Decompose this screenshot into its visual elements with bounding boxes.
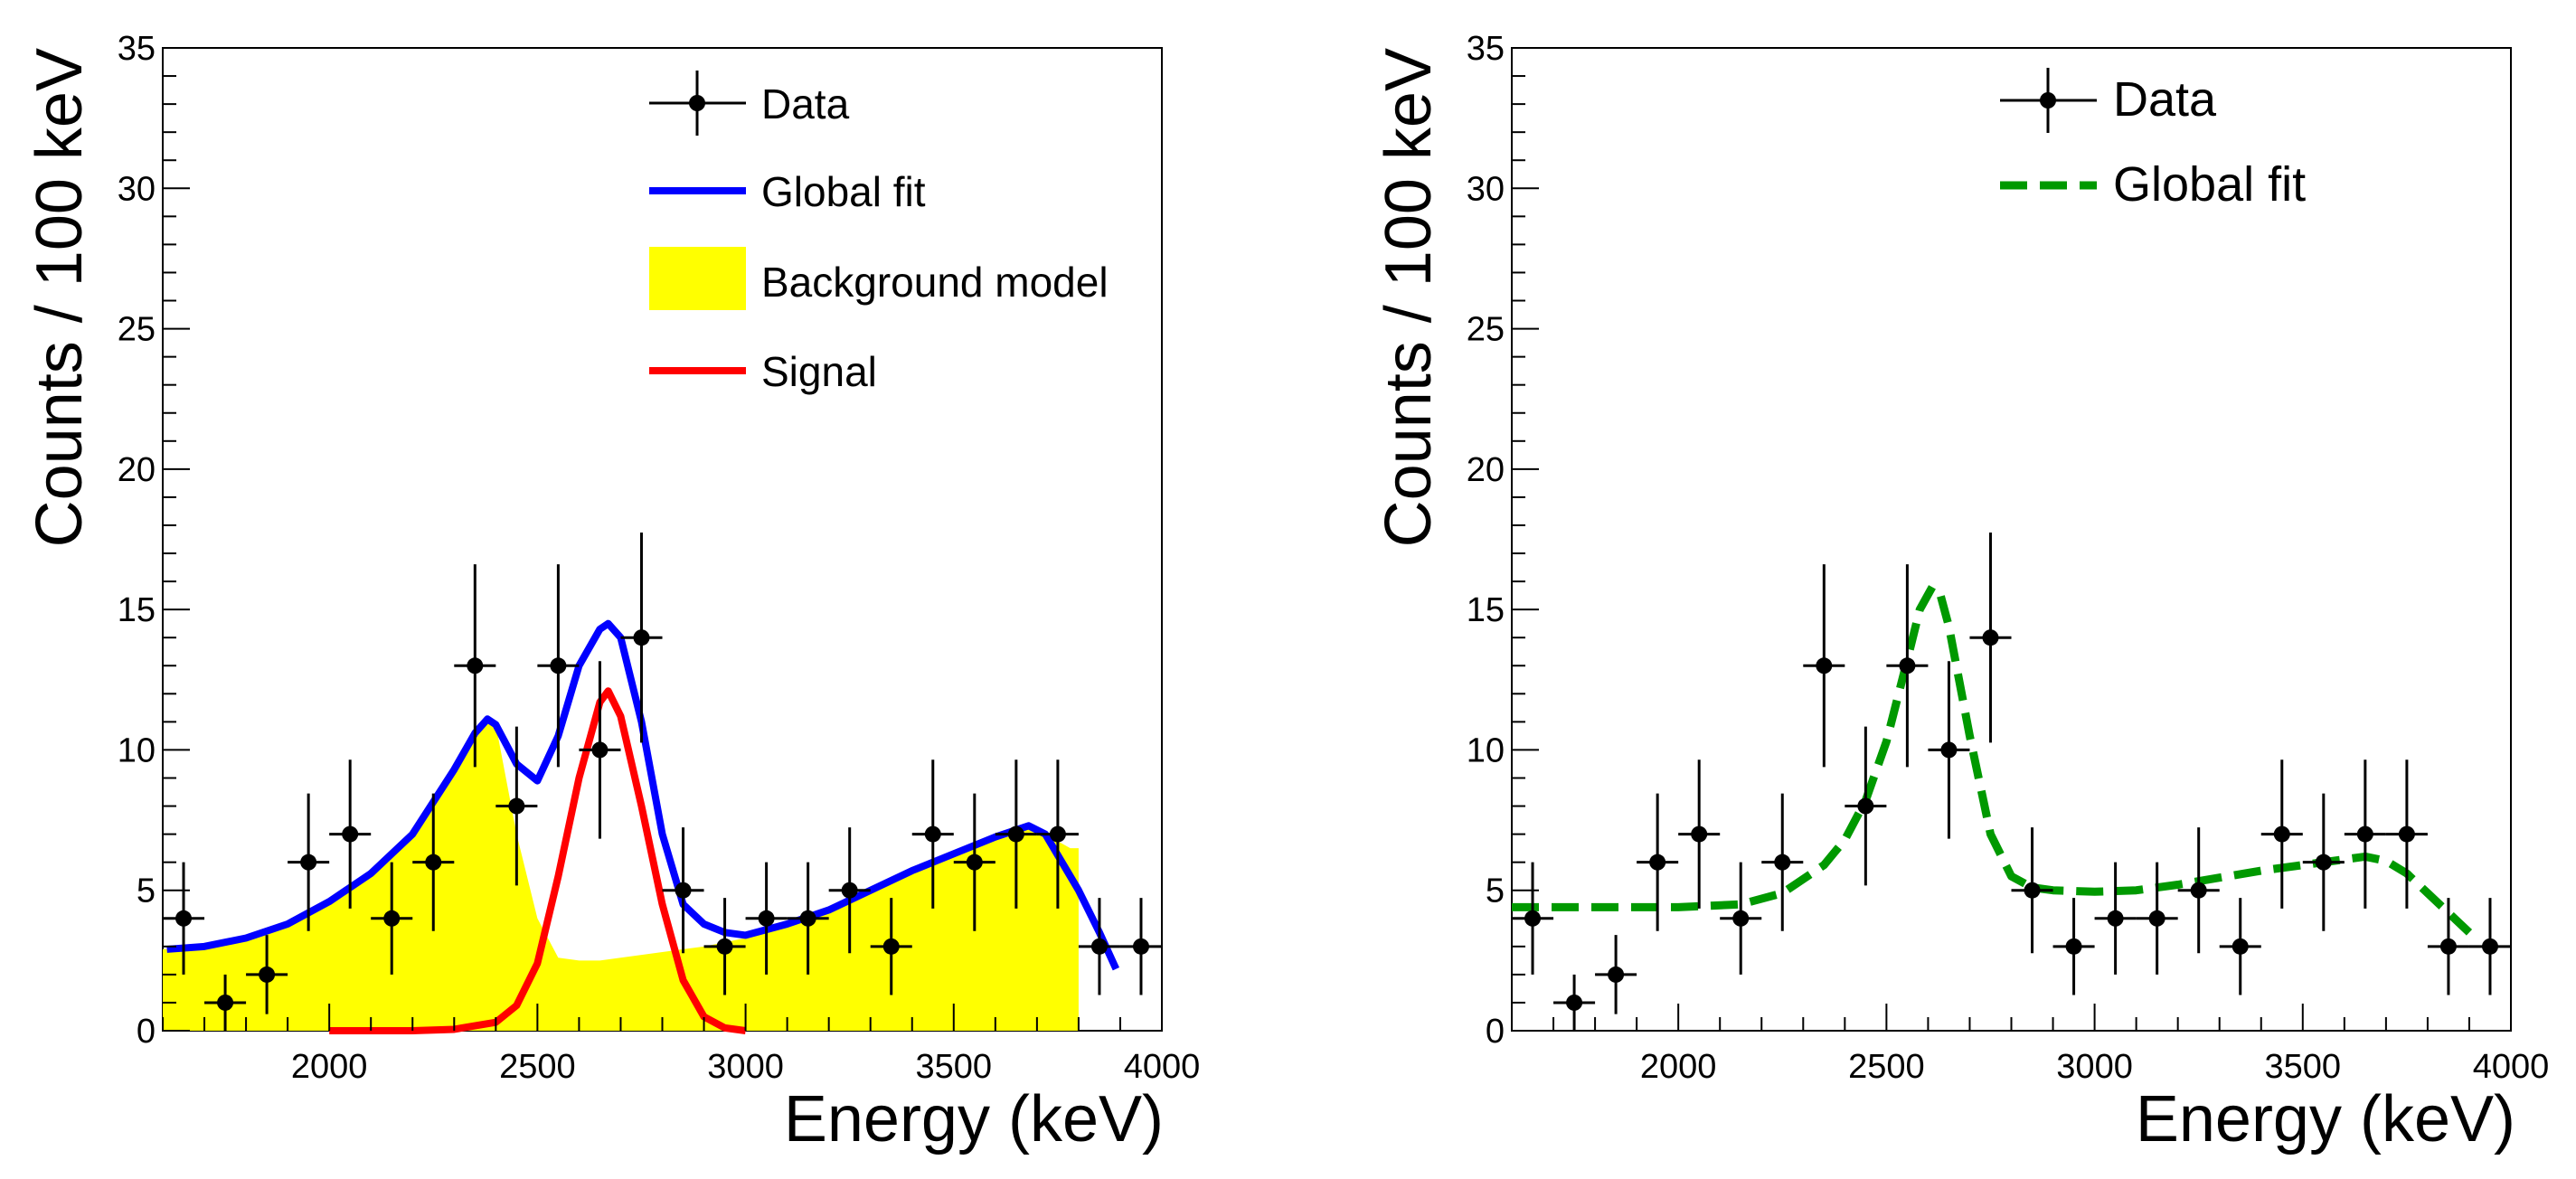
data-point: [2177, 827, 2220, 954]
data-point: [911, 759, 954, 909]
data-point: [412, 793, 455, 931]
data-point: [2427, 898, 2469, 995]
x-tick-label: 2500: [499, 1048, 576, 1086]
right-chart: 2000 2500 3000 3500 4000 0 5 10 15 20 25 30 35 Energ…: [1373, 30, 2549, 1155]
y-tick-label: 15: [118, 591, 156, 629]
data-point: [1119, 898, 1162, 995]
data-point: [495, 726, 538, 886]
data-point: [1595, 935, 1637, 1014]
legend-label-global-fit: Global fit: [761, 168, 926, 215]
legend-entry-data: Data: [649, 71, 850, 136]
left-chart: 2000 2500 3000 3500 4000 0 5 10 15 20 25 30 35 Energ…: [24, 30, 1200, 1155]
data-point: [620, 533, 663, 743]
data-point: [1969, 533, 2012, 743]
data-point: [579, 661, 621, 839]
data-point: [953, 793, 995, 931]
data-point: [288, 793, 330, 931]
x-tick-label: 3000: [707, 1048, 784, 1086]
data-point: [1761, 793, 1804, 931]
data-point: [1678, 759, 1721, 909]
data-point: [1845, 726, 1887, 886]
y-tick-label: 35: [118, 30, 156, 68]
data-point: [787, 862, 829, 975]
data-point: [2136, 862, 2178, 975]
data-point: [870, 898, 912, 995]
x-tick-label: 2000: [1640, 1048, 1717, 1086]
y-tick-label: 15: [1467, 591, 1505, 629]
data-point: [703, 898, 746, 995]
data-point: [828, 827, 871, 954]
data-point: [2052, 898, 2095, 995]
global-fit-curve: [1512, 582, 2473, 936]
legend-entry-data: Data: [2000, 68, 2217, 133]
x-tick-label: 2000: [291, 1048, 368, 1086]
legend-label-signal: Signal: [761, 348, 877, 395]
legend-entry-global-fit: Global fit: [649, 168, 926, 215]
y-tick-label: 35: [1467, 30, 1505, 68]
y-tick-label: 10: [1467, 731, 1505, 769]
data-point: [662, 827, 704, 954]
data-point: [995, 759, 1037, 909]
data-point: [2302, 793, 2345, 931]
legend-label-background-model: Background model: [761, 259, 1109, 306]
left-y-axis-label: Counts / 100 keV: [24, 48, 96, 547]
background-model-area: [163, 719, 1079, 1031]
data-point: [204, 974, 247, 1031]
legend-entry-global-fit: Global fit: [2000, 157, 2306, 212]
y-tick-label: 20: [118, 451, 156, 489]
data-point: [1928, 661, 1970, 839]
legend-label-data: Data: [761, 80, 850, 127]
y-tick-label: 25: [118, 311, 156, 349]
right-plot-frame: [1511, 47, 2512, 1032]
data-point: [1720, 862, 1762, 975]
left-legend: Data Global fit Background model Signal: [649, 71, 1109, 395]
data-point: [1637, 793, 1679, 931]
data-point: [1886, 564, 1929, 768]
data-point: [246, 935, 288, 1014]
y-tick-label: 0: [1486, 1013, 1505, 1051]
y-tick-label: 10: [118, 731, 156, 769]
data-point: [745, 862, 788, 975]
data-point: [2094, 862, 2137, 975]
data-point: [2385, 759, 2428, 909]
x-tick-label: 3500: [916, 1048, 993, 1086]
data-point: [2260, 759, 2303, 909]
legend-entry-background-model: Background model: [649, 247, 1109, 310]
y-tick-label: 0: [137, 1013, 156, 1051]
x-tick-label: 3000: [2056, 1048, 2133, 1086]
data-point: [2219, 898, 2261, 995]
data-point: [329, 759, 372, 909]
legend-label-data: Data: [2113, 72, 2217, 127]
data-point: [1553, 974, 1596, 1031]
data-point: [2344, 759, 2386, 909]
right-y-axis-label: Counts / 100 keV: [1373, 48, 1445, 547]
data-point: [1803, 564, 1845, 768]
data-point: [2011, 827, 2053, 954]
y-tick-label: 25: [1467, 311, 1505, 349]
data-point: [1036, 759, 1079, 909]
y-tick-label: 20: [1467, 451, 1505, 489]
data-point: [2468, 898, 2511, 995]
x-tick-label: 4000: [2473, 1048, 2550, 1086]
data-point: [371, 862, 413, 975]
data-point: [454, 564, 496, 768]
data-point: [537, 564, 580, 768]
x-tick-label: 4000: [1124, 1048, 1201, 1086]
x-tick-label: 3500: [2265, 1048, 2342, 1086]
right-legend: Data Global fit: [2000, 68, 2306, 212]
data-point: [1078, 898, 1120, 995]
y-tick-label: 5: [1486, 872, 1505, 910]
legend-entry-signal: Signal: [649, 348, 877, 395]
right-x-axis-label: Energy (keV): [2136, 1083, 2515, 1155]
data-point: [163, 862, 205, 975]
y-tick-label: 5: [137, 872, 156, 910]
y-tick-label: 30: [1467, 170, 1505, 208]
left-x-axis-label: Energy (keV): [784, 1083, 1164, 1155]
y-tick-label: 30: [118, 170, 156, 208]
legend-label-global-fit: Global fit: [2113, 157, 2306, 212]
x-tick-label: 2500: [1848, 1048, 1925, 1086]
